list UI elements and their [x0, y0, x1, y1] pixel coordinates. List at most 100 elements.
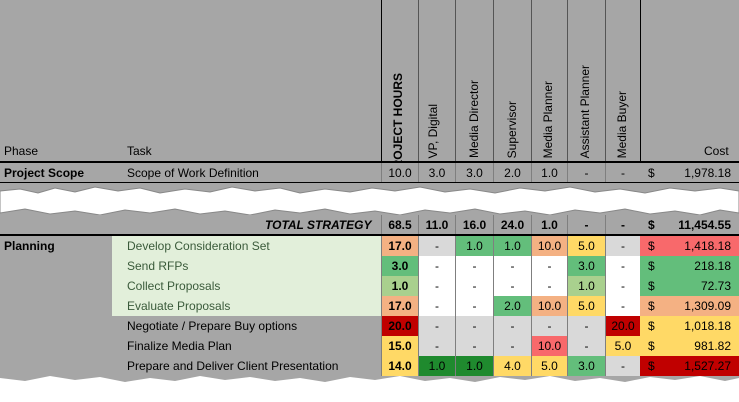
total-strategy-row — [0, 215, 739, 235]
planning-cost: 1,527.27 — [684, 359, 731, 373]
project-scope-value: 2.0 — [493, 163, 531, 183]
planning-value: 10.0 — [531, 296, 567, 316]
planning-cost-cell — [640, 316, 739, 336]
col-header-media-director: Media Director — [467, 79, 481, 158]
planning-value: - — [605, 296, 640, 316]
planning-task: Prepare and Deliver Client Presentation — [127, 359, 339, 373]
planning-value: 20.0 — [381, 316, 418, 336]
planning-cost-symbol: $ — [648, 339, 655, 353]
planning-value: - — [493, 316, 531, 336]
planning-cost-cell — [640, 336, 739, 356]
planning-task: Evaluate Proposals — [127, 299, 231, 313]
planning-value: 3.0 — [567, 356, 605, 376]
planning-cost-symbol: $ — [648, 359, 655, 373]
cost-header: Cost — [704, 144, 729, 158]
planning-value: 3.0 — [381, 256, 418, 276]
project-scope-value: - — [567, 163, 605, 183]
col-header-supervisor: Supervisor — [505, 100, 519, 158]
task-header: Task — [127, 144, 152, 158]
planning-value: - — [605, 236, 640, 256]
planning-cost: 1,309.09 — [684, 299, 731, 313]
planning-cost: 72.73 — [700, 279, 731, 293]
planning-cost-symbol: $ — [648, 299, 655, 313]
project-scope-task: Scope of Work Definition — [127, 166, 259, 180]
planning-cost-cell — [640, 356, 739, 376]
project-scope-value: 1.0 — [531, 163, 567, 183]
planning-value: - — [418, 236, 455, 256]
planning-task: Collect Proposals — [127, 279, 221, 293]
planning-cost: 218.18 — [694, 259, 731, 273]
total-strategy-value: 68.5 — [381, 215, 418, 235]
col-header-assistant-planner: Assistant Planner — [578, 64, 592, 158]
row-divider — [0, 234, 739, 236]
project-scope-cost-symbol: $ — [648, 166, 655, 180]
planning-value: 1.0 — [455, 236, 493, 256]
planning-value: 10.0 — [531, 336, 567, 356]
planning-value: 2.0 — [493, 296, 531, 316]
planning-value: - — [418, 296, 455, 316]
phase-header: Phase — [4, 144, 39, 158]
col-header-vp-digital: VP, Digital — [426, 103, 440, 158]
planning-value: - — [493, 276, 531, 296]
planning-value: - — [605, 356, 640, 376]
planning-cost: 1,018.18 — [684, 319, 731, 333]
header-divider — [0, 161, 739, 163]
planning-value: 5.0 — [567, 296, 605, 316]
planning-value: 15.0 — [381, 336, 418, 356]
project-scope-row — [0, 163, 739, 183]
planning-value: 1.0 — [381, 276, 418, 296]
total-strategy-label: TOTAL STRATEGY — [265, 218, 372, 232]
planning-value: 1.0 — [455, 356, 493, 376]
planning-value: 20.0 — [605, 316, 640, 336]
planning-task: Negotiate / Prepare Buy options — [127, 319, 298, 333]
torn-paper-bottom — [0, 376, 739, 402]
planning-value: - — [418, 256, 455, 276]
col-sep — [381, 0, 382, 162]
planning-value: - — [605, 276, 640, 296]
planning-cost: 1,418.18 — [684, 239, 731, 253]
col-sep — [455, 0, 456, 162]
planning-cost-cell — [640, 236, 739, 256]
total-strategy-cost: 11,454.55 — [678, 218, 731, 232]
planning-value: - — [531, 256, 567, 276]
planning-value: 17.0 — [381, 296, 418, 316]
total-strategy-cost-symbol: $ — [648, 218, 655, 232]
planning-task: Send RFPs — [127, 259, 189, 273]
planning-value: 4.0 — [493, 356, 531, 376]
total-strategy-value: - — [567, 215, 605, 235]
total-strategy-value: 16.0 — [455, 215, 493, 235]
project-scope-value: 3.0 — [455, 163, 493, 183]
planning-value: - — [418, 276, 455, 296]
planning-value: 1.0 — [493, 236, 531, 256]
planning-value: 14.0 — [381, 356, 418, 376]
planning-cost-cell — [640, 256, 739, 276]
planning-value: - — [605, 256, 640, 276]
col-sep — [531, 0, 532, 162]
planning-value: - — [455, 276, 493, 296]
planning-value: - — [418, 336, 455, 356]
planning-value: - — [455, 296, 493, 316]
planning-value: - — [567, 316, 605, 336]
project-scope-value: 10.0 — [381, 163, 418, 183]
planning-value: 5.0 — [567, 236, 605, 256]
header-area — [0, 0, 739, 162]
planning-value: - — [418, 316, 455, 336]
planning-value: - — [493, 336, 531, 356]
torn-paper-gap — [0, 183, 739, 219]
total-strategy-value: 11.0 — [418, 215, 455, 235]
planning-value: - — [455, 256, 493, 276]
planning-task: Develop Consideration Set — [127, 239, 270, 253]
planning-value: - — [531, 316, 567, 336]
planning-cost-cell — [640, 296, 739, 316]
col-sep — [418, 0, 419, 162]
planning-cost-symbol: $ — [648, 279, 655, 293]
planning-value: 10.0 — [531, 236, 567, 256]
project-scope-value: 3.0 — [418, 163, 455, 183]
planning-value: - — [531, 276, 567, 296]
project-scope-value: - — [605, 163, 640, 183]
col-header-media-planner: Media Planner — [541, 80, 555, 158]
project-scope-phase: Project Scope — [4, 166, 85, 180]
planning-highlight — [112, 236, 381, 316]
planning-task: Finalize Media Plan — [127, 339, 232, 353]
col-sep — [567, 0, 568, 162]
